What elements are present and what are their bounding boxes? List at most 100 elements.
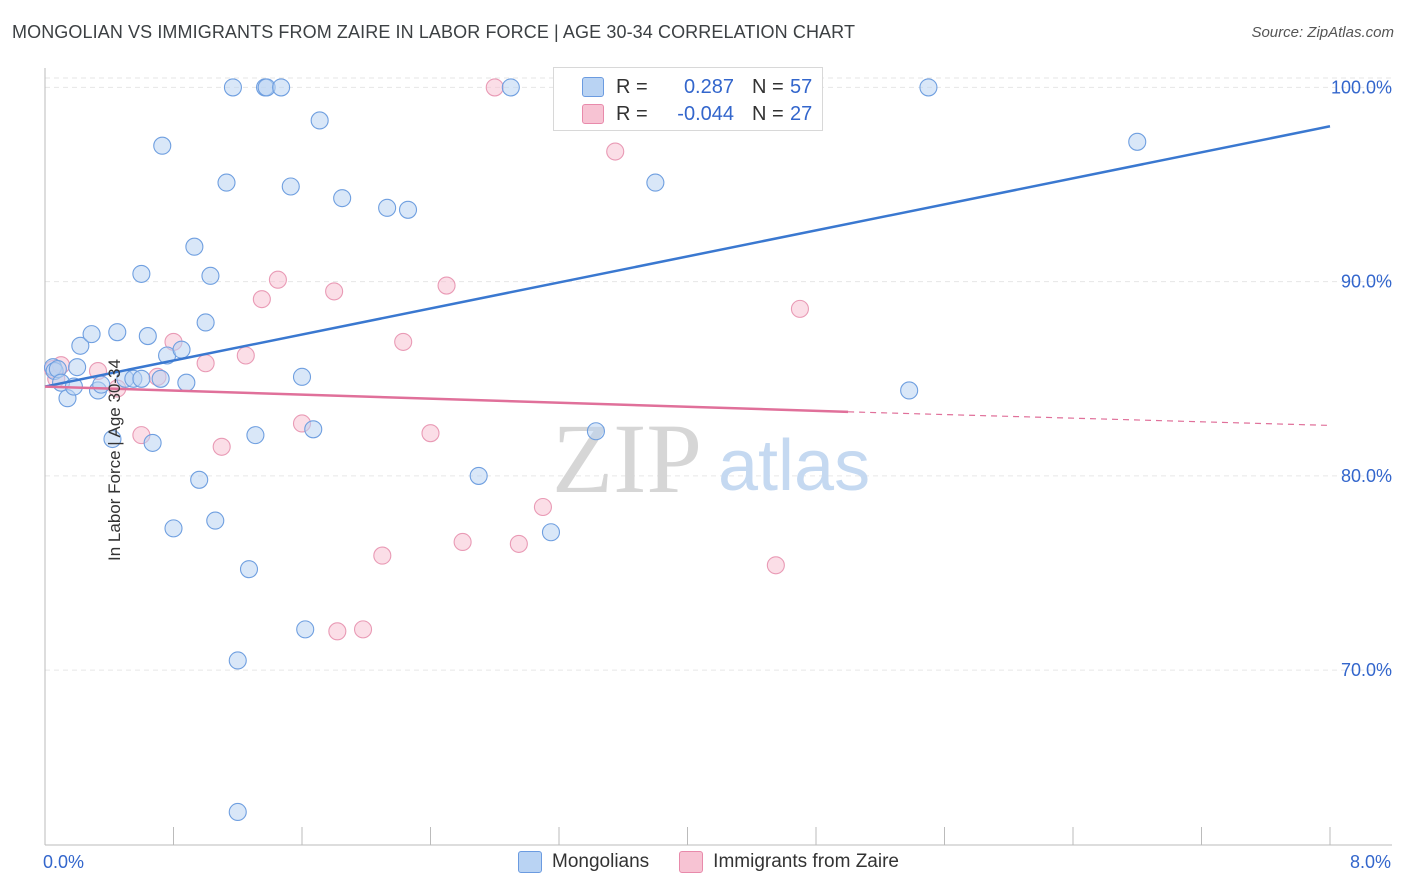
mongolian-point [201,266,220,285]
mongolian-point [333,189,352,208]
mongolian-point [586,422,605,441]
mongolian-point [108,323,127,342]
zaire-point [328,622,347,641]
legend-row-zaire: R = -0.044 N = 27 [582,101,848,127]
series-label-mongolians: Mongolians [552,851,650,872]
stats-legend: R = 0.287 N = 57 R = -0.044 N = 27 [553,67,823,131]
zaire-point [485,78,504,97]
series-swatch-pink [679,851,704,873]
zaire-point [236,346,255,365]
mongolian-point [469,466,488,485]
zaire-point [533,497,552,517]
zaire-point [437,276,456,295]
zaire-trend-line-dashed [848,411,1331,427]
mongolian-point [246,426,265,445]
mongolian-point [228,651,247,670]
legend-n-label: N = [752,102,784,125]
mongolian-point [132,369,151,388]
mongolian-point [292,367,312,386]
mongolian-point [304,420,323,439]
mongolian-point [398,200,418,219]
mongolian-point [71,336,90,355]
zaire-point [606,142,625,161]
zaire-point [325,282,344,301]
zaire-point [453,532,472,552]
watermark-atlas: atlas [718,426,870,506]
mongolian-point [281,177,300,196]
mongolian-point [228,802,247,822]
mongolian-point [239,560,259,579]
mongolian-trend-line [44,125,1331,388]
mongolian-point [172,340,191,359]
zaire-point [766,556,785,575]
watermark-zip: ZIP [552,403,702,514]
zaire-point [212,437,231,456]
mongolian-point [378,198,397,217]
gridlines [45,77,1392,671]
y-tick-label: 80.0% [1341,466,1392,486]
mongolian-point [138,327,157,346]
legend-r-value-mongolians: 0.287 [683,75,734,98]
mongolian-point [153,136,172,155]
series-swatch-blue [518,851,542,873]
y-tick-label: 70.0% [1341,660,1392,680]
mongolian-point [296,620,315,639]
zaire-trend-line [44,385,849,414]
legend-r-label: R = [616,102,648,125]
zaire-point [252,290,271,309]
zaire-point [790,299,809,318]
mongolian-point [919,78,938,97]
legend-n-value-zaire: 27 [790,102,813,125]
legend-n-label: N = [752,75,784,98]
series-legend-zaire: Immigrants from Zaire [679,851,899,873]
zaire-point [421,424,440,443]
zaire-point [509,534,528,553]
mongolian-point [541,523,561,542]
mongolian-point [185,237,204,256]
legend-swatch-blue [582,77,604,97]
mongolian-point [132,264,151,283]
mongolian-point [164,519,183,538]
mongolian-point [82,325,101,344]
zaire-point [196,354,215,373]
mongolian-point [310,111,329,130]
legend-r-label: R = [616,75,648,98]
x-tick-label-max: 8.0% [1350,852,1392,872]
axes [44,68,1392,846]
mongolian-point [501,78,520,97]
source-label: Source: ZipAtlas.com [1251,24,1394,41]
series-label-zaire: Immigrants from Zaire [713,851,899,872]
mongolian-point [217,173,236,192]
mongolian-point [190,470,209,489]
legend-row-mongolians: R = 0.287 N = 57 [582,74,848,100]
zaire-point [373,546,392,565]
mongolian-point [206,511,225,530]
zaire-point [353,620,373,639]
chart-title: MONGOLIAN VS IMMIGRANTS FROM ZAIRE IN LA… [12,22,856,42]
trend-lines [44,125,1331,427]
legend-swatch-pink [582,104,604,124]
mongolian-point [272,78,291,97]
mongolian-point [900,381,919,400]
mongolian-point [177,373,196,392]
y-tick-labels: 70.0% 80.0% 90.0% 100.0% [1331,77,1392,680]
series-legend-mongolians: Mongolians [518,851,649,873]
zaire-point [394,332,413,351]
x-tick-label-min: 0.0% [43,852,85,872]
mongolian-point [223,78,242,97]
mongolian-point [1128,132,1147,151]
mongolian-point [68,358,87,377]
series-legend: Mongolians Immigrants from Zaire [518,851,929,873]
mongolian-point [103,429,122,449]
mongolian-point [646,173,665,192]
legend-n-value-mongolians: 57 [790,75,813,98]
zaire-point [268,270,287,289]
mongolian-points [43,78,1147,822]
y-tick-label: 100.0% [1331,77,1392,97]
legend-r-value-zaire: -0.044 [677,102,734,125]
mongolian-point [196,313,215,332]
mongolian-point [143,433,162,452]
y-axis-label: In Labor Force | Age 30-34 [104,359,124,561]
mongolian-point [151,369,170,388]
